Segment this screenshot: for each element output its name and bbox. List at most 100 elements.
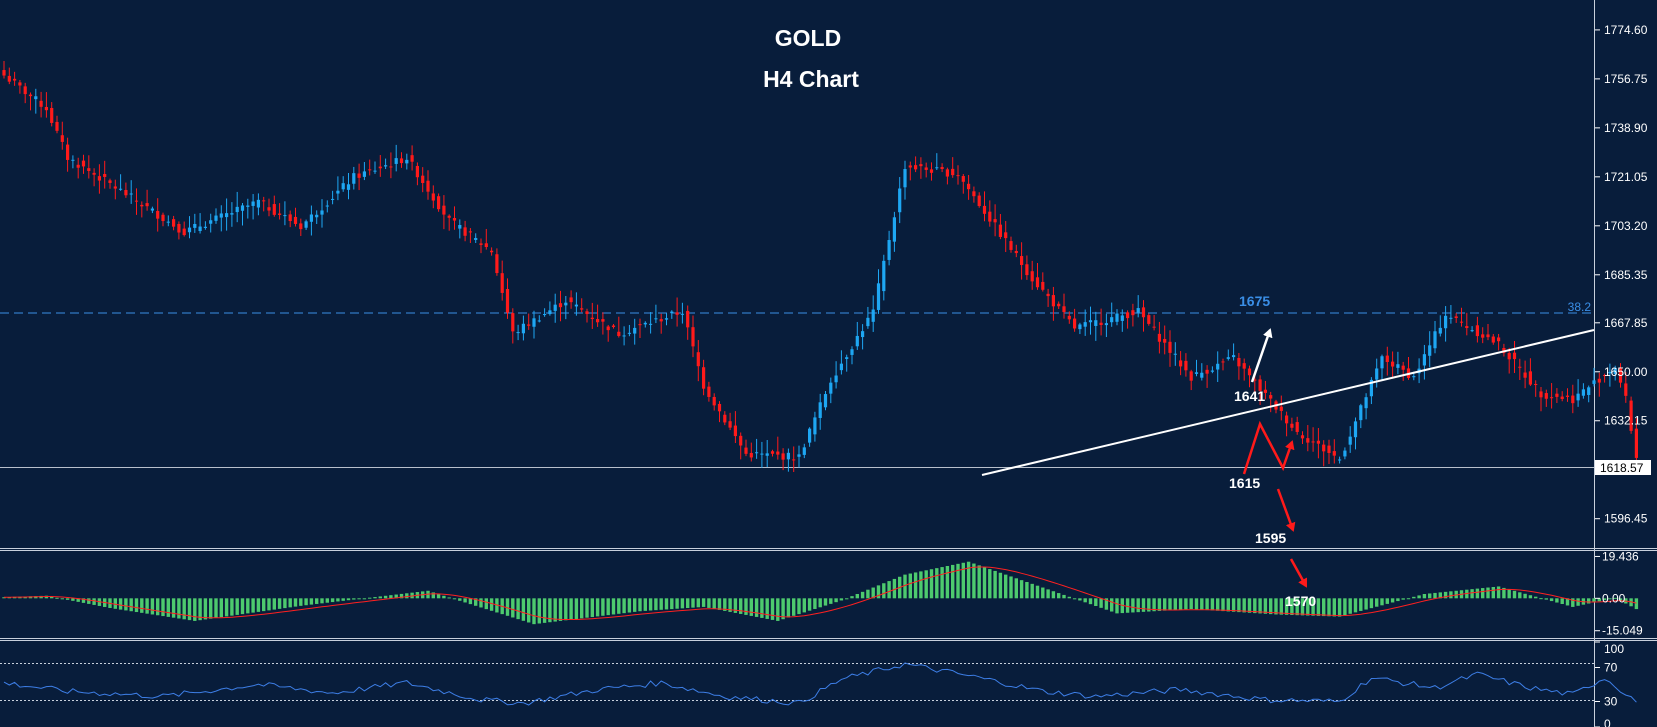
macd-tick-label: 0.00	[1602, 591, 1626, 605]
macd-bar	[1125, 598, 1130, 613]
candle	[1009, 236, 1013, 253]
macd-bar	[1163, 598, 1167, 611]
candle	[1507, 347, 1511, 374]
candle	[113, 179, 117, 200]
macd-bar	[972, 563, 976, 599]
macd-bar	[315, 598, 319, 604]
macd-bar	[1491, 587, 1495, 599]
candle	[596, 304, 600, 327]
candle	[187, 216, 192, 239]
candle	[124, 182, 128, 198]
candle	[739, 432, 743, 460]
macd-bar	[834, 598, 838, 603]
macd-bar	[1062, 594, 1066, 599]
macd-bar	[712, 598, 716, 609]
macd-bar	[1348, 598, 1352, 614]
macd-bar	[161, 598, 165, 617]
candle	[378, 155, 382, 177]
candle	[633, 318, 637, 345]
candle	[802, 443, 806, 459]
macd-bar	[1602, 598, 1607, 601]
macd-bar	[458, 598, 462, 601]
macd-histogram	[2, 561, 1639, 625]
macd-bar	[489, 598, 494, 611]
up-arrow-to-1675	[1250, 328, 1273, 383]
macd-axis-ticks: 19.436 0.00 -15.049	[1595, 549, 1643, 638]
macd-bar	[150, 598, 155, 615]
macd-bar	[1205, 598, 1209, 611]
candle	[230, 202, 234, 227]
macd-bar	[733, 598, 738, 613]
candle	[1168, 330, 1172, 367]
macd-bar	[542, 598, 547, 623]
candle	[39, 91, 43, 118]
rsi-tick-label: 30	[1604, 695, 1618, 709]
candle	[479, 238, 483, 254]
candle	[1486, 323, 1490, 341]
candle	[707, 381, 711, 402]
macd-bar	[1200, 598, 1204, 610]
candle	[1348, 426, 1352, 453]
chart-subtitle: H4 Chart	[763, 66, 859, 92]
candle	[97, 164, 101, 194]
candle	[66, 137, 70, 172]
macd-bar	[1507, 589, 1511, 599]
candle	[209, 213, 213, 233]
macd-bar	[1544, 598, 1548, 600]
macd-bar	[638, 598, 642, 612]
macd-bar	[1332, 598, 1336, 617]
candle	[627, 324, 631, 337]
candle	[262, 196, 266, 212]
macd-bar	[511, 598, 515, 618]
macd-bar	[214, 598, 218, 618]
macd-bar	[760, 598, 764, 618]
macd-bar	[124, 598, 128, 611]
macd-bar	[627, 598, 632, 613]
macd-bar	[818, 598, 822, 608]
macd-bar	[1634, 598, 1639, 610]
candle	[1576, 379, 1580, 407]
macd-bar	[436, 594, 441, 599]
candle	[474, 233, 478, 244]
candle	[458, 219, 462, 239]
candle	[309, 205, 313, 236]
macd-bar	[1523, 593, 1527, 599]
candle	[1242, 358, 1246, 381]
macd-bar	[1512, 590, 1517, 599]
macd-bar	[1088, 598, 1093, 605]
zigzag-projection-arrow	[1242, 420, 1295, 475]
candle	[1030, 260, 1034, 290]
candle	[320, 199, 324, 228]
macd-bar	[442, 595, 446, 599]
macd-bar	[1337, 598, 1342, 617]
candle	[1550, 383, 1554, 409]
candle	[288, 210, 292, 228]
macd-bar	[617, 598, 621, 614]
rsi-tick-label: 70	[1604, 661, 1618, 675]
candle	[81, 154, 86, 174]
candle	[749, 442, 753, 462]
macd-bar	[383, 595, 388, 599]
macd-bar	[1221, 598, 1225, 612]
macd-bar	[670, 598, 674, 610]
macd-bar	[1269, 598, 1273, 615]
candle	[1020, 242, 1024, 280]
macd-bar	[1194, 598, 1199, 610]
candle	[490, 247, 494, 256]
macd-bar	[1528, 595, 1533, 599]
macd-bar	[389, 595, 393, 599]
macd-bar	[1560, 598, 1564, 604]
candle	[654, 304, 658, 324]
macd-bar	[691, 598, 695, 608]
macd-bar	[1152, 598, 1156, 612]
candle	[1385, 346, 1389, 376]
macd-bar	[235, 598, 239, 615]
macd-bar	[1157, 598, 1162, 611]
macd-bar	[1539, 598, 1543, 600]
candle	[1518, 358, 1522, 380]
macd-bar	[1226, 598, 1230, 612]
candle	[1497, 333, 1501, 351]
macd-bar	[1004, 574, 1008, 599]
macd-bar	[65, 598, 70, 600]
candle	[1528, 358, 1532, 386]
